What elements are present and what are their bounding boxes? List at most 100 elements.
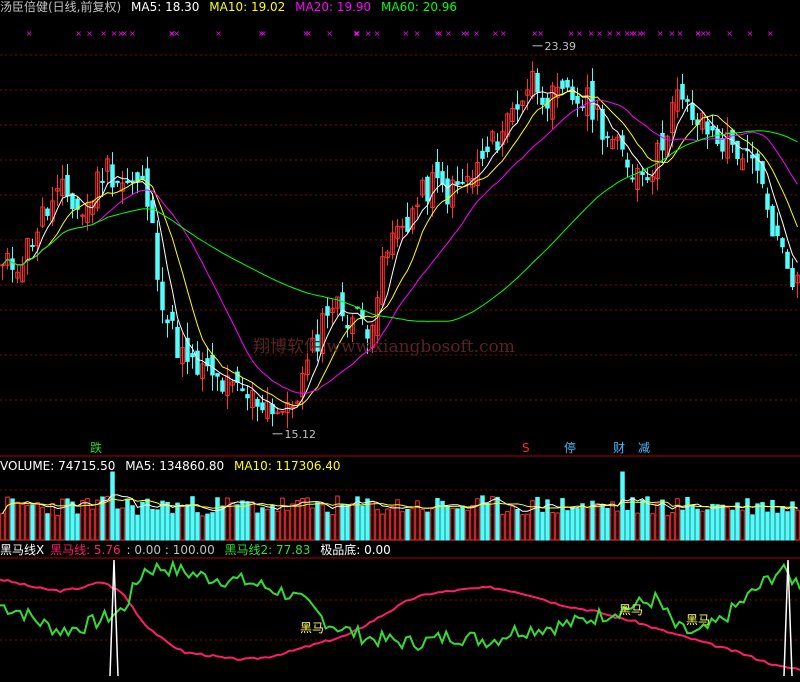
candle-body bbox=[325, 306, 330, 316]
high-price-label: 23.39 bbox=[545, 40, 577, 53]
volume-bar bbox=[130, 505, 135, 541]
ma60-readout: MA60: 20.96 bbox=[381, 0, 458, 14]
candle-body bbox=[40, 206, 45, 227]
signal-marker: × bbox=[305, 29, 312, 38]
signal-marker: × bbox=[169, 29, 176, 38]
volume-bar bbox=[485, 502, 490, 541]
stock-name: 汤臣倍健(日线,前复权) bbox=[0, 0, 122, 14]
volume-bar bbox=[740, 509, 745, 541]
volume-bar bbox=[620, 471, 625, 541]
candle-body bbox=[190, 353, 195, 358]
candle-body bbox=[120, 182, 125, 192]
bottom-spike bbox=[783, 559, 793, 677]
candle-body bbox=[420, 179, 425, 196]
volume-header: VOLUME: 74715.50 MA5: 134860.80 MA10: 11… bbox=[0, 459, 347, 473]
candle-body bbox=[700, 112, 705, 130]
candle-body bbox=[295, 401, 300, 404]
candle-body bbox=[15, 271, 20, 279]
event-marker: 减 bbox=[638, 441, 650, 455]
volume-bar bbox=[465, 509, 470, 541]
volume-bar bbox=[665, 515, 670, 541]
candle-body bbox=[710, 126, 715, 131]
candle-body bbox=[670, 102, 675, 134]
volume-bar bbox=[680, 509, 685, 541]
ma10-readout: MA10: 19.02 bbox=[209, 0, 286, 14]
volume-bar bbox=[520, 514, 525, 541]
volume-bar bbox=[110, 471, 115, 541]
volume-bar bbox=[640, 499, 645, 541]
candle-body bbox=[490, 131, 495, 142]
volume-bar bbox=[735, 502, 740, 541]
volume-bar bbox=[525, 513, 530, 541]
candle-body bbox=[600, 108, 605, 140]
volume-bar bbox=[305, 497, 310, 541]
candle-body bbox=[715, 128, 720, 145]
candle-body bbox=[790, 268, 795, 288]
volume-bar bbox=[270, 504, 275, 541]
volume-bar bbox=[265, 508, 270, 541]
signal-marker: × bbox=[403, 29, 410, 38]
volume-bar bbox=[160, 500, 165, 541]
candle-body bbox=[170, 311, 175, 321]
volume-bar bbox=[540, 511, 545, 541]
candle-body bbox=[450, 179, 455, 208]
candle-body bbox=[10, 258, 15, 270]
volume-bar bbox=[635, 512, 640, 541]
candle-body bbox=[255, 398, 260, 407]
signal-marker: × bbox=[596, 29, 603, 38]
volume-bar bbox=[720, 504, 725, 541]
candle-body bbox=[55, 187, 60, 192]
volume-bar bbox=[245, 501, 250, 541]
candle-body bbox=[125, 180, 130, 184]
candle-body bbox=[770, 205, 775, 237]
volume-bar bbox=[220, 505, 225, 541]
volume-bar bbox=[555, 512, 560, 541]
volume-bar bbox=[215, 497, 220, 541]
volume-bar bbox=[365, 498, 370, 541]
volume-bar bbox=[760, 502, 765, 541]
candle-body bbox=[725, 131, 730, 159]
volume-bar bbox=[55, 515, 60, 541]
volume-bar bbox=[290, 503, 295, 541]
volume-bar bbox=[85, 498, 90, 541]
candle-body bbox=[455, 181, 460, 185]
candle-body bbox=[520, 100, 525, 106]
signal-label: 黑马 bbox=[686, 613, 710, 627]
candle-body bbox=[5, 252, 10, 266]
volume-bar bbox=[645, 496, 650, 541]
volume-bar bbox=[455, 508, 460, 541]
indicator-bottom-readout: 极品底: 0.00 bbox=[320, 543, 391, 557]
volume-bar bbox=[335, 495, 340, 541]
volume-bar bbox=[340, 504, 345, 541]
candle-body bbox=[525, 89, 530, 96]
candle-body bbox=[405, 216, 410, 232]
candle-body bbox=[60, 178, 65, 197]
volume-bar bbox=[185, 504, 190, 541]
indicator-name: 黑马线X bbox=[0, 543, 45, 557]
candle-body bbox=[380, 256, 385, 305]
signal-marker: × bbox=[129, 29, 136, 38]
candle-body bbox=[435, 161, 440, 179]
signal-marker: × bbox=[354, 29, 361, 38]
volume-bar bbox=[145, 498, 150, 541]
event-marker: 停 bbox=[564, 440, 576, 455]
candle-body bbox=[650, 176, 655, 182]
signal-marker: × bbox=[118, 29, 125, 38]
volume-bar bbox=[660, 499, 665, 541]
price-header: 汤臣倍健(日线,前复权) MA5: 18.30 MA10: 19.02 MA20… bbox=[0, 0, 463, 14]
volume-bar bbox=[655, 503, 660, 541]
signal-marker: × bbox=[492, 29, 499, 38]
volume-bar bbox=[390, 506, 395, 541]
volume-bar bbox=[370, 500, 375, 541]
candle-body bbox=[385, 251, 390, 259]
signal-marker: × bbox=[531, 29, 538, 38]
candle-body bbox=[460, 181, 465, 184]
candle-body bbox=[635, 168, 640, 190]
volume-bar bbox=[75, 513, 80, 541]
signal-marker: × bbox=[436, 29, 443, 38]
signal-marker: × bbox=[111, 29, 118, 38]
candle-body bbox=[85, 203, 90, 223]
volume-bar bbox=[20, 503, 25, 541]
indicator-line1 bbox=[0, 578, 800, 671]
candle-body bbox=[250, 389, 255, 409]
